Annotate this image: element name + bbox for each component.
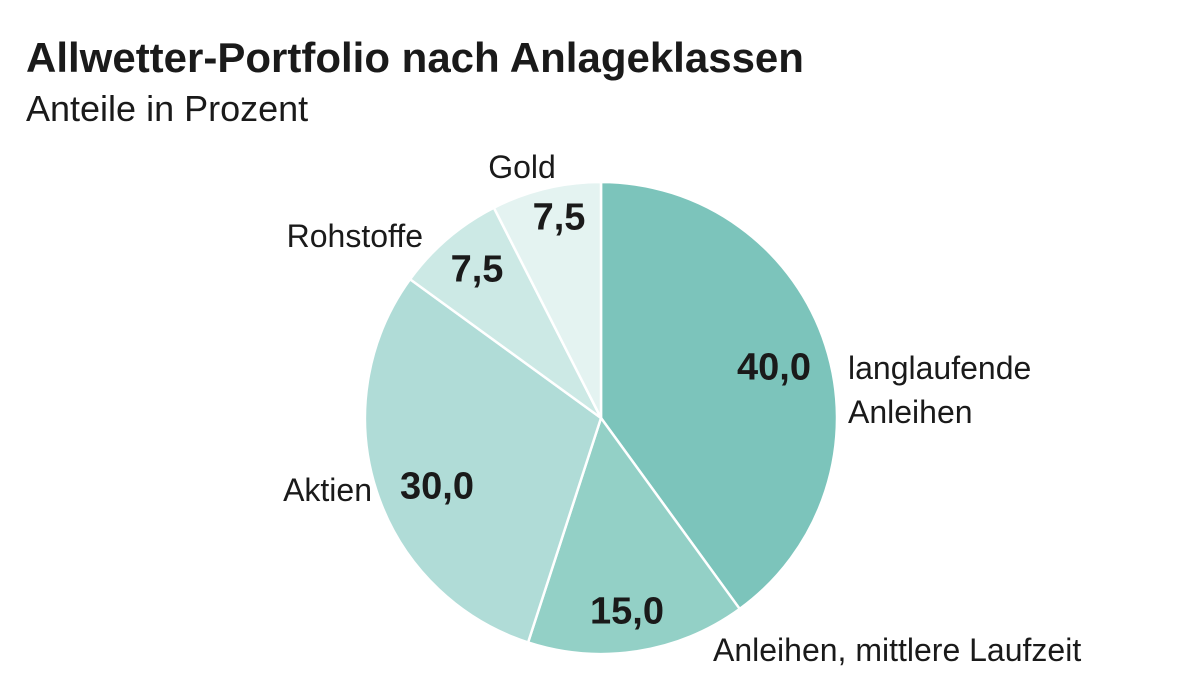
value-label: 15,0 bbox=[590, 590, 664, 633]
category-label: Rohstoffe bbox=[286, 218, 423, 254]
value-label: 30,0 bbox=[400, 465, 474, 508]
value-label: 40,0 bbox=[737, 346, 811, 389]
pie-slice bbox=[492, 180, 603, 419]
category-label: Aktien bbox=[283, 472, 372, 508]
chart-title: Allwetter-Portfolio nach Anlageklassen bbox=[26, 34, 804, 81]
pie-slice bbox=[363, 277, 603, 645]
category-label: langlaufende Anleihen bbox=[848, 350, 1032, 430]
chart-subtitle: Anteile in Prozent bbox=[26, 88, 309, 129]
value-label: 7,5 bbox=[450, 248, 504, 291]
category-label: Anleihen, mittlere Laufzeit bbox=[713, 632, 1082, 668]
pie-slice bbox=[526, 415, 742, 656]
pie-slice bbox=[599, 180, 839, 611]
category-label: Gold bbox=[488, 149, 556, 185]
pie-slice bbox=[408, 206, 603, 420]
value-label: 7,5 bbox=[532, 196, 586, 239]
